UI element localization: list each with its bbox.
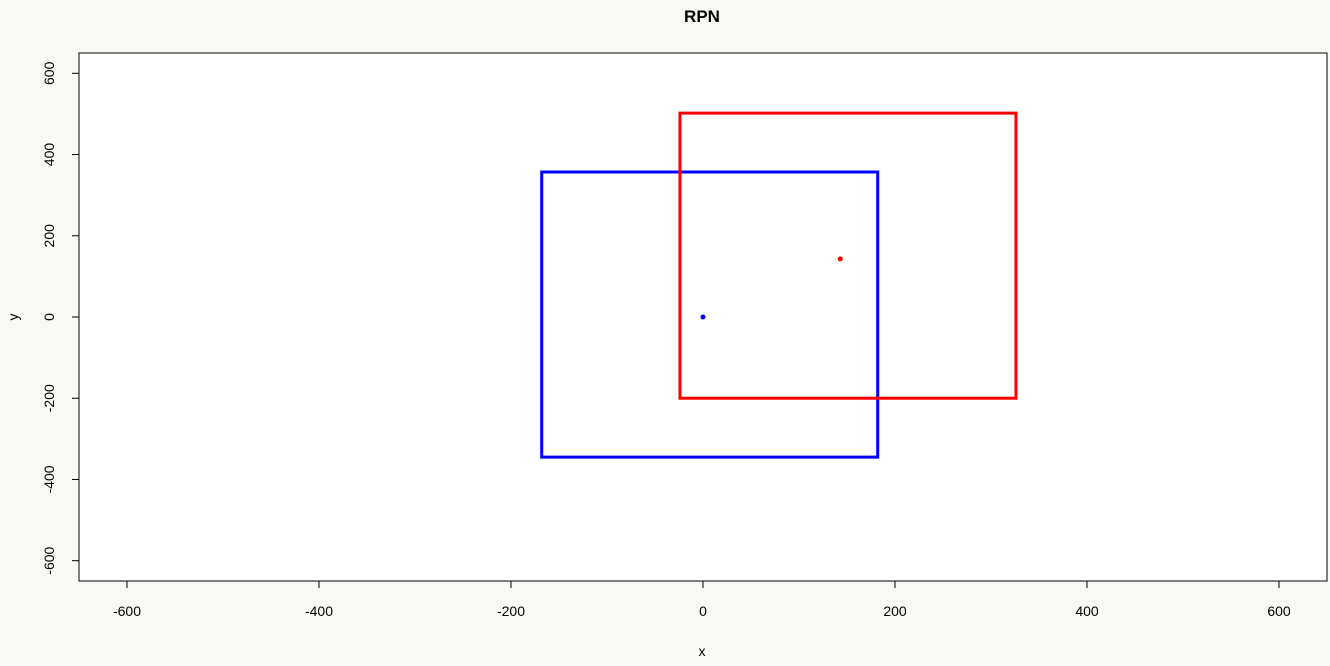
y-tick-label: 400 [41,143,57,167]
center-point-1 [700,314,706,320]
y-tick-label: -400 [41,465,57,493]
x-axis: -600 -400 -200 0 200 400 600 [113,580,1291,619]
box-rectangle-1 [540,170,880,459]
x-tick-label: -400 [305,603,333,619]
y-tick-label: 600 [41,61,57,85]
x-tick-label: 400 [1075,603,1099,619]
x-tick-label: -600 [113,603,141,619]
y-axis: -600 -400 -200 0 200 400 600 [41,61,80,575]
chart-marks [540,111,1018,459]
y-tick-label: -600 [41,546,57,574]
x-axis-label: x [699,643,706,659]
chart-title: RPN [684,7,720,26]
y-axis-label: y [5,314,21,321]
x-tick-label: -200 [497,603,525,619]
x-tick-label: 600 [1267,603,1291,619]
y-tick-label: 200 [41,224,57,248]
x-tick-label: 200 [883,603,907,619]
box-rectangle-2 [678,111,1018,400]
x-tick-label: 0 [699,603,707,619]
y-tick-label: 0 [41,313,57,321]
y-tick-label: -200 [41,384,57,412]
center-point-2 [837,256,843,262]
